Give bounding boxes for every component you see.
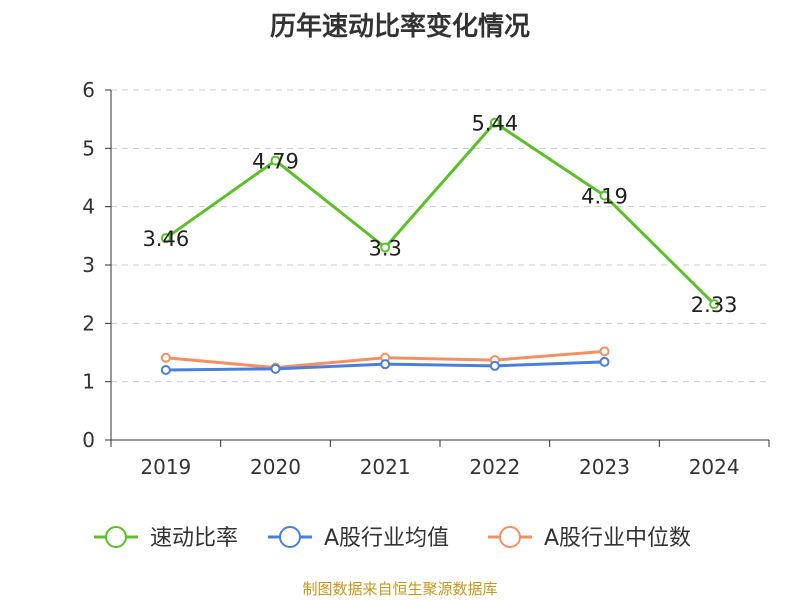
legend-label: A股行业均值	[324, 526, 449, 551]
data-label: 4.19	[581, 185, 628, 209]
data-point	[709, 299, 720, 310]
legend-marker	[499, 526, 521, 548]
y-tick-label: 2	[82, 311, 95, 335]
x-tick-label: 2022	[469, 455, 520, 479]
data-label: 3.3	[368, 237, 401, 261]
x-tick-label: 2020	[250, 455, 301, 479]
data-point	[160, 233, 171, 244]
y-tick-label: 1	[82, 370, 95, 394]
data-label: 5.44	[471, 112, 518, 136]
data-label: 3.46	[142, 227, 189, 251]
x-tick-label: 2024	[689, 455, 740, 479]
data-point	[270, 155, 281, 166]
x-tick-label: 2021	[360, 455, 411, 479]
x-tick-label: 2019	[140, 455, 191, 479]
legend-marker	[105, 526, 127, 548]
data-point	[160, 352, 171, 363]
y-tick-label: 4	[82, 195, 95, 219]
legend-label: A股行业中位数	[544, 526, 691, 551]
data-point	[380, 242, 391, 253]
data-point	[160, 365, 171, 375]
data-point	[489, 360, 500, 371]
data-label: 4.79	[252, 150, 299, 174]
data-point	[599, 346, 610, 357]
data-point	[380, 359, 391, 370]
series-line	[164, 121, 716, 306]
legend-marker	[279, 526, 301, 548]
data-point	[599, 190, 610, 201]
x-tick-label: 2023	[579, 455, 630, 479]
data-point	[599, 356, 610, 367]
legend-label: 速动比率	[150, 526, 238, 551]
source-note: 制图数据来自恒生聚源数据库	[302, 580, 498, 598]
y-tick-label: 6	[82, 78, 95, 102]
y-tick-label: 3	[82, 253, 95, 277]
data-point	[270, 363, 281, 374]
data-label: 2.33	[691, 293, 738, 317]
y-tick-label: 5	[82, 136, 95, 160]
data-point	[489, 117, 500, 128]
chart-title: 历年速动比率变化情况	[269, 12, 530, 42]
y-tick-label: 0	[82, 428, 95, 452]
